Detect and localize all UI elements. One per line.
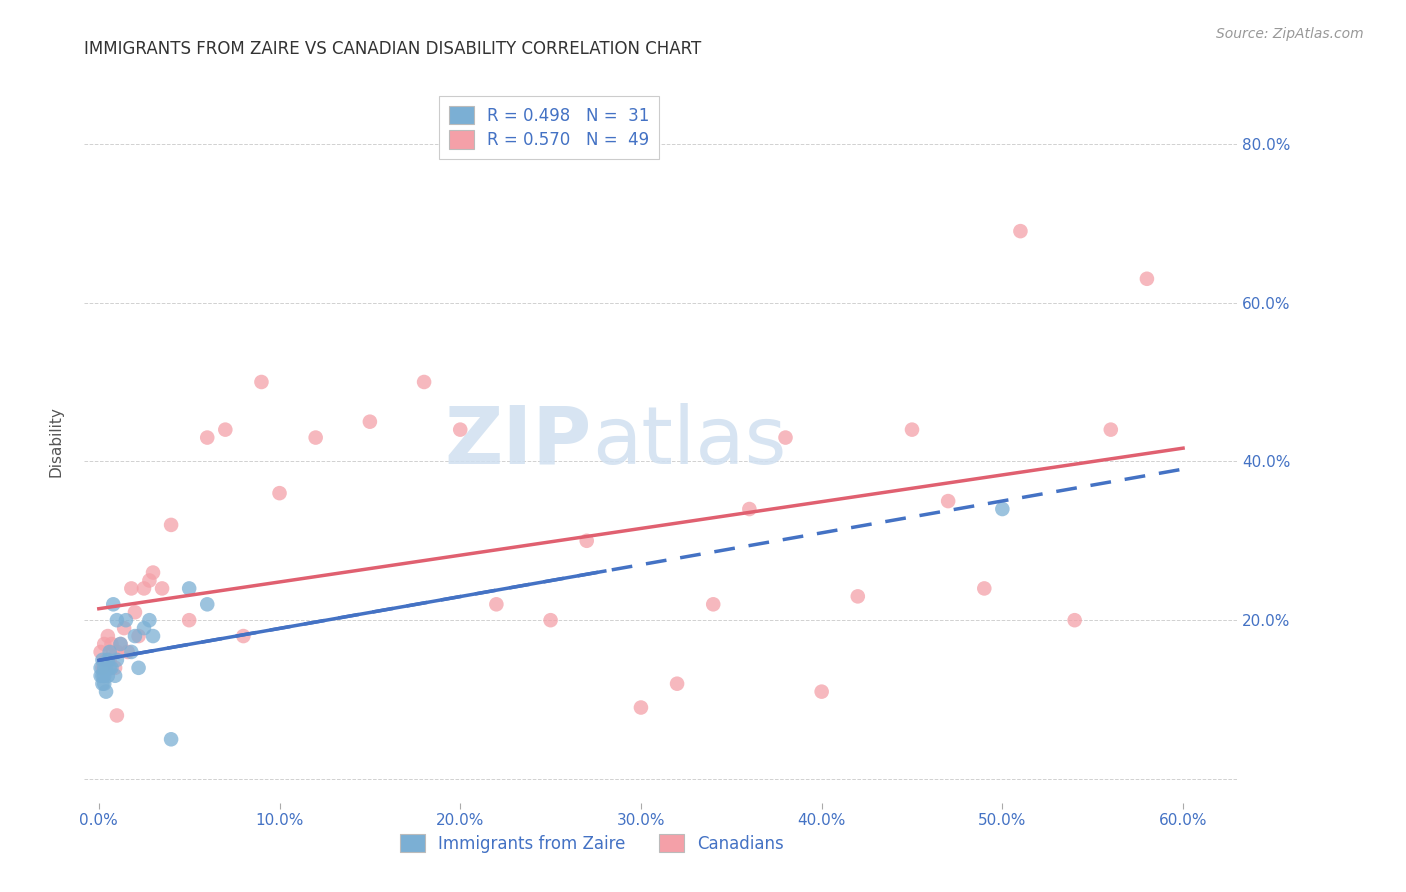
Point [485, 597, 508, 611]
Point [98, 661, 121, 675]
Point [105, 708, 128, 723]
Point [1063, 613, 1085, 627]
Point [93, 661, 115, 675]
Point [104, 669, 127, 683]
Point [269, 486, 291, 500]
Point [160, 732, 183, 747]
Point [738, 502, 761, 516]
Point [91, 669, 114, 683]
Point [991, 502, 1014, 516]
Point [540, 613, 562, 627]
Point [232, 629, 254, 643]
Point [105, 645, 128, 659]
Point [132, 582, 155, 596]
Point [150, 582, 173, 596]
Point [214, 423, 236, 437]
Text: ZIP: ZIP [444, 402, 592, 481]
Point [98, 653, 121, 667]
Point [138, 613, 160, 627]
Point [94, 653, 117, 667]
Point [91, 661, 114, 675]
Point [195, 597, 218, 611]
Point [117, 645, 139, 659]
Point [120, 645, 142, 659]
Point [449, 423, 471, 437]
Point [810, 684, 832, 698]
Point [702, 597, 724, 611]
Point [142, 629, 165, 643]
Point [98, 645, 121, 659]
Point [90, 645, 112, 659]
Point [94, 684, 117, 698]
Point [104, 661, 127, 675]
Point [160, 517, 183, 532]
Legend: Immigrants from Zaire, Canadians: Immigrants from Zaire, Canadians [392, 828, 790, 860]
Point [91, 676, 114, 690]
Point [97, 629, 120, 643]
Text: Source: ZipAtlas.com: Source: ZipAtlas.com [1216, 27, 1364, 41]
Text: IMMIGRANTS FROM ZAIRE VS CANADIAN DISABILITY CORRELATION CHART: IMMIGRANTS FROM ZAIRE VS CANADIAN DISABI… [84, 40, 702, 58]
Point [112, 621, 135, 635]
Point [775, 431, 797, 445]
Point [94, 661, 117, 675]
Point [936, 494, 959, 508]
Text: atlas: atlas [592, 402, 786, 481]
Point [103, 645, 125, 659]
Point [575, 533, 598, 548]
Point [97, 653, 120, 667]
Point [100, 637, 122, 651]
Point [413, 375, 436, 389]
Point [901, 423, 924, 437]
Point [179, 613, 201, 627]
Point [128, 661, 150, 675]
Point [666, 676, 689, 690]
Point [124, 629, 146, 643]
Point [100, 661, 122, 675]
Point [128, 629, 150, 643]
Point [846, 590, 869, 604]
Point [1136, 272, 1159, 286]
Point [120, 582, 142, 596]
Point [97, 669, 120, 683]
Point [305, 431, 328, 445]
Point [110, 637, 132, 651]
Point [195, 431, 218, 445]
Point [110, 637, 132, 651]
Point [91, 653, 114, 667]
Point [93, 637, 115, 651]
Point [115, 613, 138, 627]
Point [93, 669, 115, 683]
Point [1099, 423, 1122, 437]
Point [124, 605, 146, 619]
Point [973, 582, 995, 596]
Point [179, 582, 201, 596]
Point [103, 597, 125, 611]
Point [93, 676, 115, 690]
Point [1010, 224, 1032, 238]
Point [250, 375, 273, 389]
Point [105, 613, 128, 627]
Point [90, 669, 112, 683]
Point [359, 415, 381, 429]
Point [138, 574, 160, 588]
Point [132, 621, 155, 635]
Point [90, 661, 112, 675]
Y-axis label: Disability: Disability [49, 406, 63, 477]
Point [630, 700, 652, 714]
Point [105, 653, 128, 667]
Point [142, 566, 165, 580]
